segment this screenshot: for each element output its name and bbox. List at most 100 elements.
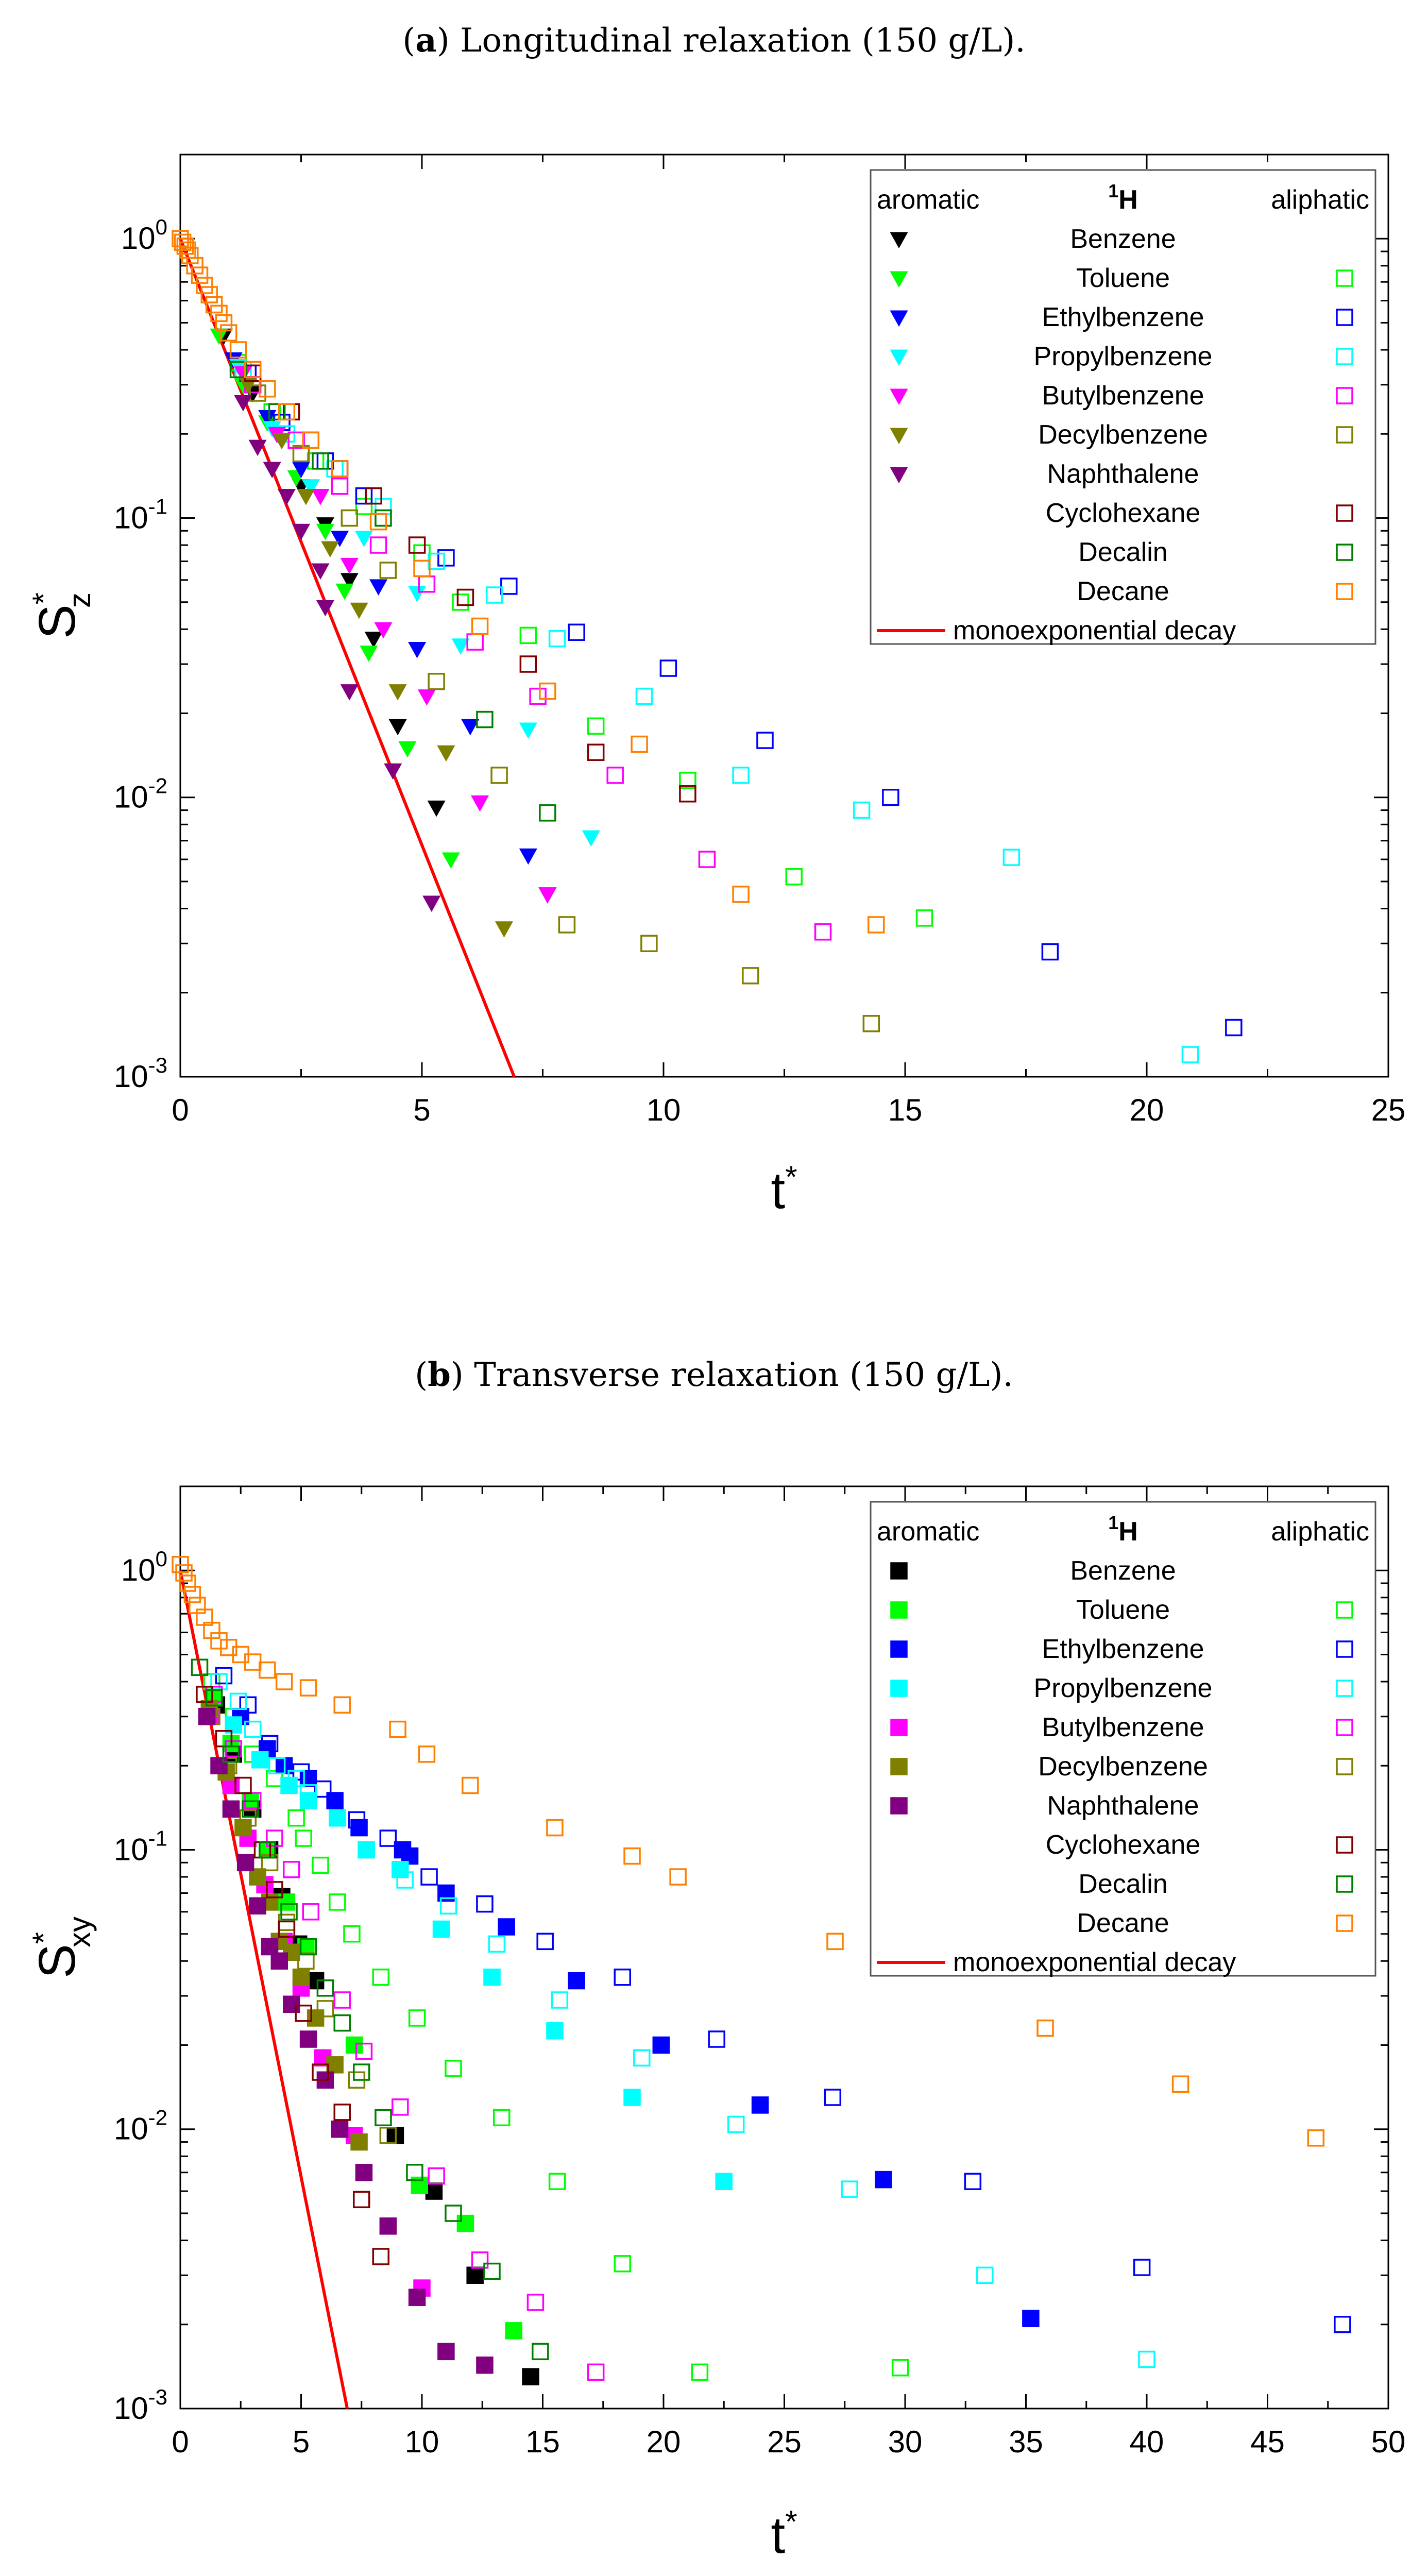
panel-b: (b) Transverse relaxation (150 g/L). 0 5 1… xyxy=(26,1355,1405,2564)
legend-label: Ethylbenzene xyxy=(1042,1634,1204,1664)
data-point-toluene-aliphatic xyxy=(548,2173,566,2190)
data-points-b xyxy=(172,1555,1351,2385)
legend-label: Toluene xyxy=(1076,263,1170,293)
axes-a: 0 5 10 15 20 25 100 10-1 10-2 10-3 xyxy=(114,154,1405,1127)
legend-marker-aliphatic xyxy=(1336,309,1353,326)
data-point-ethylbenzene-aromatic xyxy=(326,1792,344,1809)
data-point-decalin-aliphatic xyxy=(229,361,247,379)
legend-label: Decane xyxy=(1077,577,1169,606)
x-tick-label: 20 xyxy=(1130,1093,1164,1127)
data-point-ethylbenzene-aromatic xyxy=(369,579,388,596)
legend-label: Butylbenzene xyxy=(1042,381,1204,411)
data-point-propylbenzene-aromatic xyxy=(451,638,470,655)
data-point-naphthalene-aromatic xyxy=(236,1854,254,1872)
data-point-decane-aliphatic xyxy=(210,304,228,323)
data-point-decylbenzene-aliphatic xyxy=(249,384,266,402)
data-point-decane-aliphatic xyxy=(333,1696,351,1714)
data-point-decane-aliphatic xyxy=(175,1564,193,1582)
data-point-decane-aliphatic xyxy=(1036,2019,1054,2037)
y-tick-label: 100 xyxy=(121,215,167,256)
x-tick-label: 5 xyxy=(413,1093,430,1127)
data-point-benzene-aromatic xyxy=(427,800,446,817)
data-point-naphthalene-aromatic xyxy=(311,563,330,580)
data-point-propylbenzene-aliphatic xyxy=(841,2180,858,2198)
y-tick-label: 10-1 xyxy=(114,494,167,535)
data-point-toluene-aromatic xyxy=(360,646,378,662)
data-point-decane-aliphatic xyxy=(244,361,262,379)
data-point-propylbenzene-aromatic xyxy=(582,830,600,847)
legend-label: Ethylbenzene xyxy=(1042,302,1204,332)
data-point-naphthalene-aromatic xyxy=(437,2343,455,2361)
data-point-ethylbenzene-aliphatic xyxy=(476,1895,494,1913)
x-tick-label: 10 xyxy=(405,2425,439,2459)
data-point-cyclohexane-aliphatic xyxy=(333,2104,351,2121)
data-point-butylbenzene-aliphatic xyxy=(333,1991,351,2009)
x-tick-label: 25 xyxy=(767,2425,802,2459)
data-point-cyclohexane-aliphatic xyxy=(278,1920,296,1938)
data-point-propylbenzene-aromatic xyxy=(546,2022,564,2040)
data-point-benzene-aromatic xyxy=(466,2266,484,2284)
x-tick-label: 30 xyxy=(888,2425,923,2459)
y-tick-label: 10-1 xyxy=(114,1826,167,1867)
data-point-decylbenzene-aromatic xyxy=(350,2133,368,2151)
data-point-cyclohexane-aliphatic xyxy=(234,1776,252,1794)
data-point-decane-aliphatic xyxy=(413,560,431,578)
data-point-propylbenzene-aliphatic xyxy=(551,1991,569,2009)
data-point-decylbenzene-aromatic xyxy=(388,684,407,701)
data-point-toluene-aromatic xyxy=(505,2322,522,2340)
legend-label: Propylbenzene xyxy=(1034,1673,1213,1703)
data-point-decane-aliphatic xyxy=(631,735,648,753)
data-point-decalin-aliphatic xyxy=(375,509,392,527)
data-point-ethylbenzene-aliphatic xyxy=(437,549,455,567)
data-point-ethylbenzene-aliphatic xyxy=(1334,2316,1351,2333)
y-tick-label: 10-3 xyxy=(114,1053,167,1094)
data-point-decane-aliphatic xyxy=(546,1819,564,1837)
data-point-toluene-aliphatic xyxy=(614,2255,632,2273)
data-point-propylbenzene-aromatic xyxy=(280,1776,298,1794)
data-point-naphthalene-aromatic xyxy=(263,462,281,479)
data-point-naphthalene-aromatic xyxy=(316,600,334,617)
data-point-cyclohexane-aliphatic xyxy=(679,785,696,803)
data-point-decane-aliphatic xyxy=(389,1720,406,1738)
data-point-butylbenzene-aliphatic xyxy=(369,536,387,554)
legend-label: Decalin xyxy=(1078,537,1167,567)
data-point-decylbenzene-aromatic xyxy=(239,378,257,394)
data-point-decylbenzene-aromatic xyxy=(326,2056,344,2074)
data-point-butylbenzene-aromatic xyxy=(340,557,359,574)
data-point-ethylbenzene-aromatic xyxy=(652,2036,670,2054)
data-point-benzene-aromatic xyxy=(522,2368,539,2385)
data-point-toluene-aromatic xyxy=(316,523,334,540)
data-point-decalin-aliphatic xyxy=(268,403,286,421)
data-point-propylbenzene-aromatic xyxy=(715,2173,733,2190)
data-point-decane-aliphatic xyxy=(623,1847,641,1865)
data-point-propylbenzene-aromatic xyxy=(251,1751,269,1769)
legend-label: Propylbenzene xyxy=(1034,342,1213,371)
data-point-decylbenzene-aromatic xyxy=(282,1943,300,1961)
data-point-decylbenzene-aliphatic xyxy=(428,672,445,690)
data-point-decalin-aliphatic xyxy=(375,2109,392,2127)
data-point-butylbenzene-aromatic xyxy=(374,622,393,639)
legend-marker-aliphatic xyxy=(1336,387,1353,404)
data-point-decalin-aliphatic xyxy=(312,452,329,470)
legend-label: Toluene xyxy=(1076,1595,1170,1625)
data-point-ethylbenzene-aliphatic xyxy=(215,1667,233,1685)
data-point-ethylbenzene-aliphatic xyxy=(536,1933,554,1951)
data-point-butylbenzene-aliphatic xyxy=(392,2098,409,2116)
legend-marker-aromatic xyxy=(890,1562,908,1580)
data-point-ethylbenzene-aliphatic xyxy=(824,2089,842,2106)
data-point-decane-aliphatic xyxy=(302,431,320,449)
data-point-ethylbenzene-aliphatic xyxy=(379,1829,397,1847)
data-point-decylbenzene-aromatic xyxy=(297,489,315,505)
data-point-naphthalene-aromatic xyxy=(270,1952,288,1970)
legend-marker-aliphatic xyxy=(1336,348,1353,365)
legend-label: Naphthalene xyxy=(1047,459,1199,489)
data-point-toluene-aromatic xyxy=(441,852,460,869)
data-point-ethylbenzene-aliphatic xyxy=(614,1968,632,1986)
data-point-butylbenzene-aliphatic xyxy=(698,851,716,868)
legend-box xyxy=(870,169,1376,645)
legend-label: Decane xyxy=(1077,1908,1169,1938)
legend-header-aromatic: aromatic xyxy=(877,1517,979,1547)
caption-a-letter: a xyxy=(415,21,436,60)
data-point-decane-aliphatic xyxy=(176,238,194,255)
